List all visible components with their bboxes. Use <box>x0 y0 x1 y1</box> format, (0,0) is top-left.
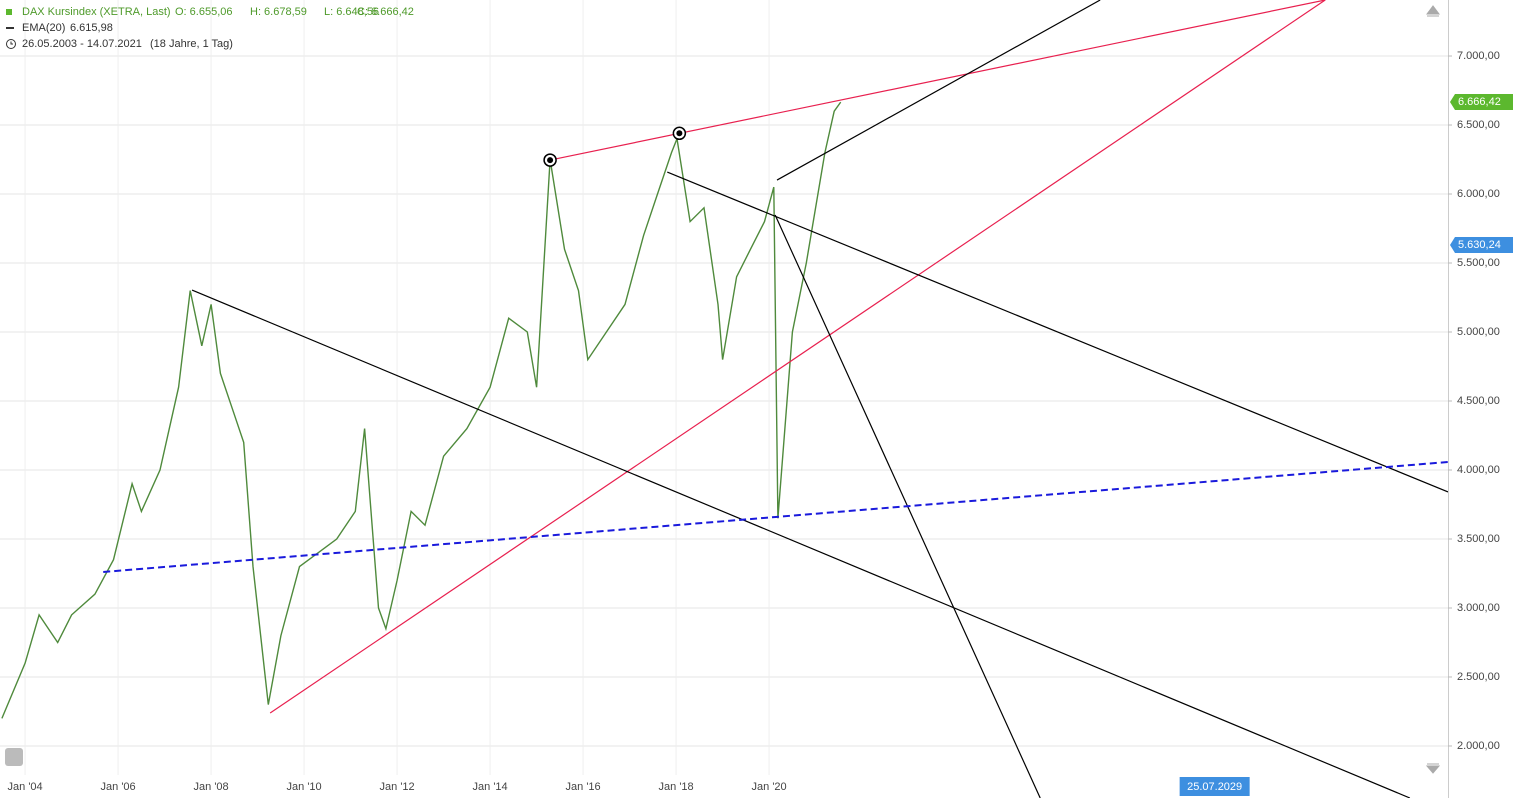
x-tick-label: Jan '14 <box>473 781 508 793</box>
x-tick-label: Jan '08 <box>194 781 229 793</box>
clock-hands <box>10 41 13 45</box>
date-tag-label: 25.07.2029 <box>1187 781 1242 793</box>
y-tick-label: 2.000,00 <box>1457 740 1500 752</box>
date-range-note: (18 Jahre, 1 Tag) <box>150 38 233 50</box>
trendline <box>776 0 1101 181</box>
header-low: L: 6.648,56 <box>324 6 379 18</box>
trendline <box>269 0 1326 714</box>
x-tick-label: Jan '18 <box>659 781 694 793</box>
y-tick-label: 6.500,00 <box>1457 119 1500 131</box>
clock-icon <box>6 39 16 49</box>
trendline <box>103 460 1448 573</box>
x-tick-label: Jan '04 <box>8 781 43 793</box>
x-tick-label: Jan '06 <box>101 781 136 793</box>
trendline <box>191 289 1411 798</box>
y-tick-label: 2.500,00 <box>1457 671 1500 683</box>
trendline <box>667 171 1448 493</box>
y-tick-label: 5.500,00 <box>1457 257 1500 269</box>
y-tick-label: 3.000,00 <box>1457 602 1500 614</box>
price-line <box>1 101 842 719</box>
x-tick-label: Jan '16 <box>566 781 601 793</box>
ema-label: EMA(20) <box>22 22 65 34</box>
scroll-down[interactable] <box>1425 763 1441 774</box>
anchor-dot <box>676 130 683 137</box>
header-high: H: 6.678,59 <box>250 6 307 18</box>
header-title: DAX Kursindex (XETRA, Last) <box>22 6 171 18</box>
date-tag <box>1179 777 1250 796</box>
price-tag-label: 6.666,42 <box>1458 96 1501 108</box>
legend-swatch <box>6 9 12 15</box>
y-tick-label: 7.000,00 <box>1457 50 1500 62</box>
anchor-dot <box>547 157 554 164</box>
header-close: C: 6.666,42 <box>357 6 414 18</box>
plot <box>1 0 1448 798</box>
axes: 2.000,00 2.500,00 3.000,00 3.500,00 4.000,00… <box>8 50 1513 796</box>
price-tag <box>1450 237 1513 254</box>
ema-swatch <box>6 27 14 29</box>
header-open: O: 6.655,06 <box>175 6 233 18</box>
scroll-up[interactable] <box>1426 5 1440 17</box>
y-tick-label: 5.000,00 <box>1457 326 1500 338</box>
x-tick-label: Jan '20 <box>752 781 787 793</box>
date-range: 26.05.2003 - 14.07.2021 <box>22 38 142 50</box>
y-tick-label: 4.500,00 <box>1457 395 1500 407</box>
y-tick-label: 4.000,00 <box>1457 464 1500 476</box>
ema-value: 6.615,98 <box>70 22 113 34</box>
y-tick-label: 3.500,00 <box>1457 533 1500 545</box>
price-tag <box>1450 94 1513 111</box>
y-tick-label: 6.000,00 <box>1457 188 1500 200</box>
price-tag-label: 5.630,24 <box>1458 239 1501 251</box>
x-tick-label: Jan '10 <box>287 781 322 793</box>
settings-button[interactable] <box>5 748 23 766</box>
x-tick-label: Jan '12 <box>380 781 415 793</box>
